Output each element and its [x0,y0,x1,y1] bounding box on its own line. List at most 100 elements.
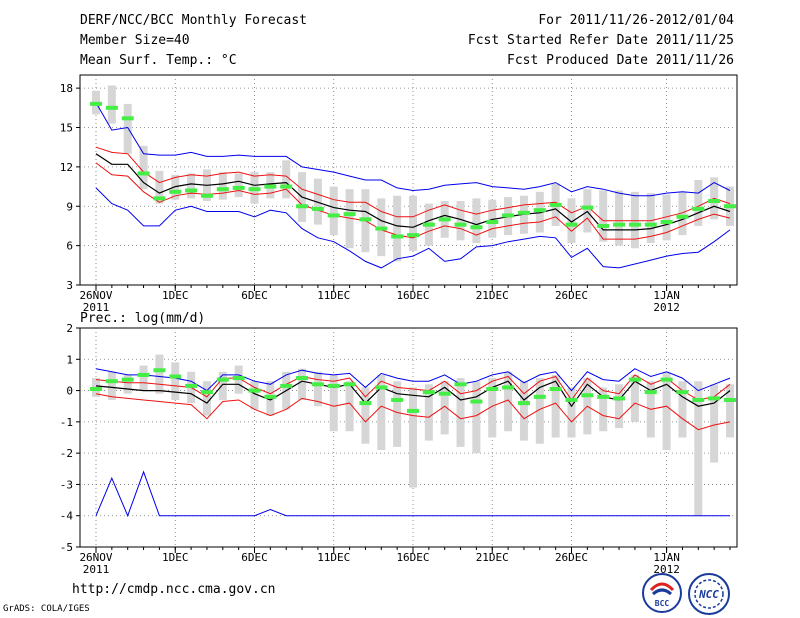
precipitation-min-line [95,470,730,518]
temperature-xtick-label: 16DEC [396,289,429,302]
temperature-median-marker [232,185,245,190]
precipitation-spread-bar [329,374,338,432]
temperature-ytick-label: 6 [66,240,73,253]
precipitation-max-line [95,368,731,392]
temperature-median-marker [311,206,324,211]
precipitation-xtick-label: 26DEC [555,551,588,564]
precipitation-ytick-label: -2 [60,447,73,460]
produced-date: Fcst Produced Date 2011/11/26 [507,53,734,68]
precipitation-xtick-label: 1JAN [653,551,680,564]
precipitation-median-marker [105,379,118,384]
precipitation-median-marker [454,382,467,387]
precipitation-ytick-label: 0 [66,385,73,398]
temperature-xtick-sublabel: 2011 [83,301,110,314]
temperature-median-marker [391,234,404,239]
bcc-logo-text: BCC [655,599,670,608]
header-right: For 2011/11/26-2012/01/04 Fcst Started R… [468,11,734,71]
precipitation-median-marker [597,394,610,399]
precipitation-xtick-sublabel: 2012 [653,563,680,576]
precipitation-spread-bar [456,378,465,447]
temperature-spread-bar [646,193,655,243]
temperature-median-marker [90,101,102,106]
precipitation-spread-bar [424,384,433,441]
precipitation-median-marker [407,408,419,413]
temperature-xtick-label: 26DEC [555,289,588,302]
precipitation-median-marker [248,388,261,393]
precipitation-ytick-label: -4 [60,510,74,523]
temperature-spread-bar [218,172,227,200]
precipitation-median-marker [137,372,150,377]
precipitation-median-marker [422,390,435,395]
temperature-spread-bar [187,173,196,199]
precipitation-spread-bar [250,381,259,410]
temperature-median-marker [660,220,673,224]
temperature-spread-bar [329,186,338,236]
precipitation-spread-bar [155,354,164,394]
precipitation-median-marker [169,374,182,379]
temperature-spread-bar [472,198,481,243]
precipitation-median-marker [280,383,293,388]
precipitation-median-marker [216,377,229,382]
precipitation-ytick-label: -5 [60,541,73,554]
temperature-median-marker [422,222,435,227]
temperature-xtick-label: 26NOV [79,289,112,302]
precipitation-median-marker [90,387,102,392]
precipitation-spread-bar [615,384,624,429]
website-url[interactable]: http://cmdp.ncc.cma.gov.cn [72,582,276,597]
temperature-median-marker [375,226,388,231]
temperature-median-marker [644,222,657,227]
temperature-median-marker [724,204,736,209]
precipitation-spread-bar [107,371,116,400]
precipitation-mean-line [95,380,731,408]
temperature-spread-bar [678,191,687,236]
precipitation-spread-bar [472,381,481,454]
precipitation-spread-bar [630,374,639,422]
precipitation-median-marker [676,390,689,395]
temperature-ytick-label: 18 [60,82,73,95]
precipitation-xtick-label: 1DEC [162,551,189,564]
temperature-xtick-label: 11DEC [317,289,350,302]
precipitation-spread-bar [409,387,417,488]
precipitation-median-marker [517,401,530,406]
member-size: Member Size=40 [80,33,190,48]
precipitation-spread-bar [139,365,148,391]
temperature-median-marker [581,205,594,210]
precipitation-median-marker [121,377,134,382]
temperature-median-marker [296,204,309,209]
precipitation-spread-bar [678,381,687,438]
precipitation-median-marker [565,397,578,402]
temperature-ytick-label: 12 [60,161,73,174]
temperature-median-marker [549,202,562,207]
precipitation-median-marker [549,387,562,392]
temperature-median-marker [216,187,229,192]
temperature-ytick-label: 9 [66,200,73,213]
precipitation-median-marker [200,390,213,395]
precipitation-median-marker [708,396,721,401]
precipitation-lower-sd-line [95,393,731,431]
precipitation-spread-bar [551,374,560,438]
temperature-spread-bar [599,190,608,242]
temperature-spread-bar [155,170,164,204]
temperature-xtick-label: 1DEC [162,289,189,302]
precipitation-spread-bar [202,381,211,416]
temperature-median-marker [105,105,118,110]
temperature-upper-sd-line [95,146,731,222]
temperature-median-marker [597,223,610,228]
temperature-mean-line [95,153,731,231]
precipitation-xtick-label: 16DEC [396,551,429,564]
precipitation-median-marker [533,394,546,399]
temperature-median-marker [628,222,641,227]
temperature-median-marker [248,187,261,192]
precipitation-median-marker [644,390,657,395]
chart-title: DERF/NCC/BCC Monthly Forecast [80,13,307,28]
temperature-median-marker [343,212,356,217]
temperature-median-marker [676,214,689,219]
temperature-spread-bar [107,85,116,124]
precipitation-median-marker [628,377,641,382]
temperature-spread-bar [393,195,402,262]
precipitation-median-marker [343,382,356,387]
temperature-ytick-label: 3 [66,279,73,292]
temperature-frame [79,74,738,286]
temperature-median-marker [264,184,277,189]
temperature-xtick-label: 1JAN [653,289,680,302]
